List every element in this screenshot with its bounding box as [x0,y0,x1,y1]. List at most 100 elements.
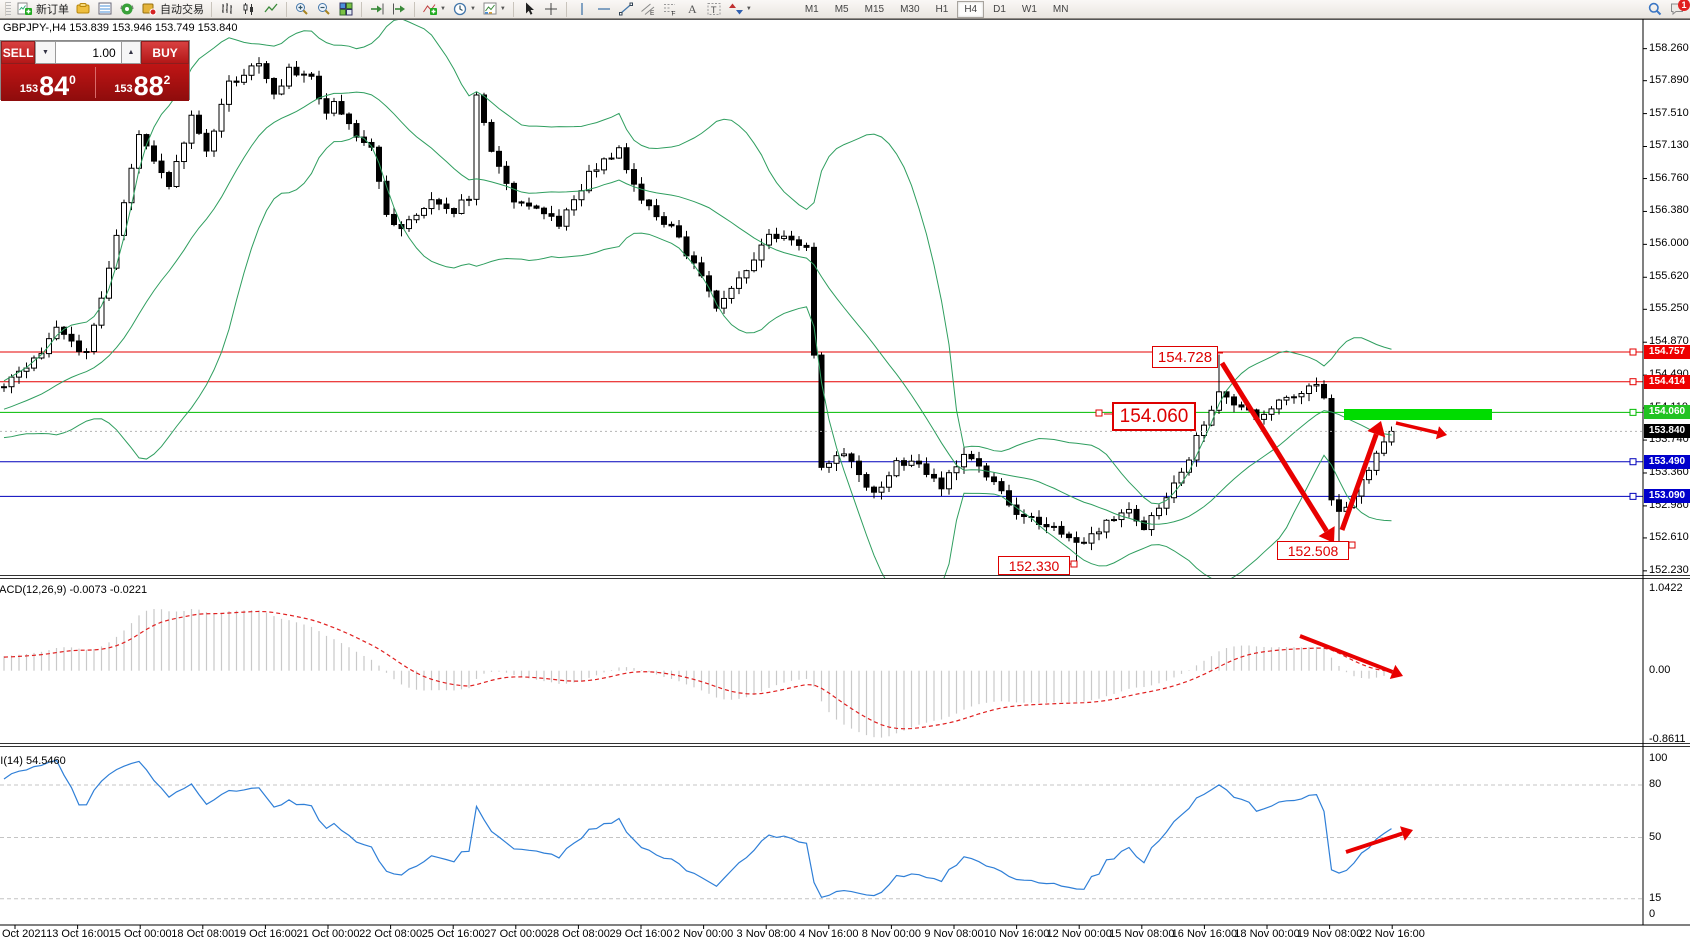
trend-arrow[interactable] [1395,421,1438,435]
price-divider [94,67,96,98]
price-annotation-154.728[interactable]: 154.728 [1152,346,1218,368]
highlight-zone[interactable] [1344,409,1492,420]
bar-chart-button[interactable] [217,1,237,18]
chevron-down-icon[interactable]: ▼ [469,6,476,12]
cursor-button[interactable] [519,1,539,18]
timeframe-MN-button[interactable]: MN [1052,3,1069,15]
auto-trading-button[interactable]: 自动交易 [139,1,206,18]
toolbar-grip[interactable] [5,2,11,16]
time-tick-label: 18 Nov 00:00 [1234,928,1300,940]
time-tick-label: 4 Nov 16:00 [799,928,859,940]
price-tick-label: 157.510 [1649,106,1689,119]
bollinger-bands [3,20,1392,578]
auto-scroll-button[interactable] [367,1,387,18]
zoom-in-button[interactable] [292,1,312,18]
signal-button[interactable] [117,1,137,18]
sell-button[interactable]: SELL [1,41,36,64]
timeframe-M30-button[interactable]: M30 [900,3,920,15]
trend-arrow[interactable] [1299,634,1394,674]
buy-price[interactable]: 153 88 2 [96,64,190,101]
tile-windows-button[interactable] [336,1,356,18]
timeframe-H1-button[interactable]: H1 [935,3,949,15]
profile-button[interactable] [73,1,93,18]
volume-input[interactable] [55,41,121,64]
annotation-anchor [1070,560,1078,568]
line-end-marker [1629,492,1637,500]
trendline-button[interactable] [616,1,636,18]
macd-signal-line [3,610,1392,730]
chevron-down-icon[interactable]: ▼ [745,6,752,12]
periods-button[interactable]: ▼ [450,1,478,18]
arrows-button[interactable]: ▼ [726,1,754,18]
search-button[interactable] [1645,1,1665,18]
timeframe-W1-button[interactable]: W1 [1021,3,1037,15]
price-annotation-152.508[interactable]: 152.508 [1277,541,1349,560]
text-button[interactable]: A [682,1,702,18]
candle-chart-button[interactable] [239,1,259,18]
window-top-border [0,19,1690,20]
price-tick-label: 154.870 [1649,335,1689,348]
chevron-down-icon[interactable]: ▼ [440,6,446,12]
timeframe-H4-button[interactable]: H4 [957,0,985,18]
timeframe-M5-button[interactable]: M5 [834,3,849,15]
caret-up-icon: ▲ [127,49,135,56]
timeframe-M15-button[interactable]: M15 [864,3,885,15]
cursor-icon [525,2,534,15]
trend-arrow-head [1399,826,1413,841]
price-tick-label: 156.380 [1649,204,1689,217]
macd-axis-label: 1.0422 [1649,582,1683,594]
new-order-icon [17,2,32,15]
time-tick-label: 16 Nov 16:00 [1171,928,1238,940]
trend-arrows[interactable] [1219,361,1447,854]
volume-increase-button[interactable]: ▲ [120,41,142,64]
price-annotation-152.330[interactable]: 152.330 [998,556,1070,575]
fibonacci-button[interactable]: F [660,1,680,18]
toolbar-separator [211,1,212,17]
equidistant-channel-button[interactable]: E [638,1,658,18]
zoom-out-button[interactable] [314,1,334,18]
price-badge-153.090: 153.090 [1644,489,1690,504]
trend-arrow-head [1367,421,1386,438]
fibonacci-icon: F [663,4,675,17]
templates-button[interactable]: ▼ [480,1,508,18]
trend-arrow[interactable] [1345,831,1403,854]
timeframe-D1-button[interactable]: D1 [993,3,1006,15]
price-tick-label: 156.000 [1649,237,1689,250]
crosshair-icon [544,3,557,15]
trend-arrow[interactable] [1219,361,1329,533]
notifications-button[interactable]: 1 [1667,0,1690,18]
price-annotation-154.060[interactable]: 154.060 [1112,402,1196,431]
signal-icon [120,3,134,15]
market-watch-button[interactable] [95,1,115,18]
volume-decrease-button[interactable]: ▼ [35,41,56,64]
time-tick-label: 13 Oct 16:00 [46,928,110,940]
notification-badge: 1 [1678,0,1690,11]
trend-arrow-head [1318,526,1335,543]
chevron-down-icon[interactable]: ▼ [499,6,506,12]
sell-price-pip: 0 [69,73,76,87]
new-order-label: 新订单 [36,4,69,16]
sell-price[interactable]: 153 84 0 [1,64,95,101]
price-tick-label: 157.890 [1649,73,1689,86]
line-chart-button[interactable] [261,1,281,18]
timeframe-M1-button[interactable]: M1 [804,3,819,15]
crosshair-button[interactable] [541,1,561,18]
new-order-button[interactable]: 新订单 [15,1,71,18]
bar-chart-icon [222,3,232,14]
buy-price-pip: 2 [163,73,171,87]
buy-button[interactable]: BUY [141,41,189,64]
line-end-marker [1629,408,1637,416]
horizontal-line-button[interactable] [594,1,614,18]
periods-icon [453,2,467,16]
text-label-button[interactable]: T [704,1,724,18]
horizontal-line-icon [597,8,610,10]
chart-shift-button[interactable] [389,1,409,18]
indicators-icon [423,4,437,15]
vertical-line-button[interactable] [572,1,592,18]
indicators-button[interactable]: ▼ [420,1,448,18]
trend-arrow[interactable] [1339,433,1379,531]
svg-text:A: A [688,2,697,16]
rsi-indicator-label: RSI(14) 54.5460 [0,755,66,767]
